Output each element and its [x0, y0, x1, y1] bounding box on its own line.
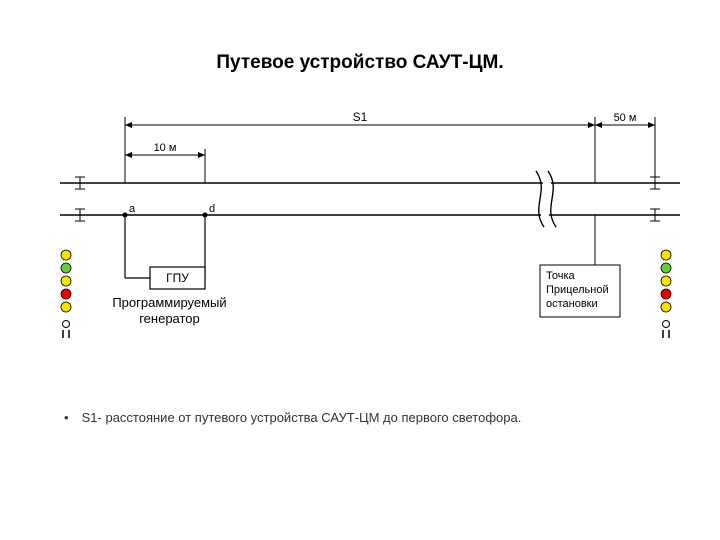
diagram: S1 50 м 10 м a d ГПУ Программируемыйгенератор Т… [60, 105, 680, 385]
bullet-note: • S1- расстояние от путевого устройства … [64, 410, 521, 425]
svg-text:генератор: генератор [139, 311, 200, 326]
svg-text:Прицельной: Прицельной [546, 284, 609, 296]
bullet-icon: • [64, 410, 78, 425]
svg-text:50 м: 50 м [614, 112, 637, 124]
page-title: Путевое устройство САУТ-ЦМ. [0, 52, 720, 74]
svg-text:S1: S1 [353, 110, 368, 124]
bullet-text: S1- расстояние от путевого устройства СА… [82, 410, 522, 425]
svg-text:Точка: Точка [546, 270, 576, 282]
svg-text:остановки: остановки [546, 298, 598, 310]
svg-text:d: d [209, 203, 215, 215]
svg-text:Программируемый: Программируемый [112, 295, 226, 310]
svg-text:a: a [129, 203, 136, 215]
svg-text:10 м: 10 м [154, 142, 177, 154]
svg-text:ГПУ: ГПУ [166, 271, 189, 285]
page-root: Путевое устройство САУТ-ЦМ. S1 50 м 10 м a d… [0, 0, 720, 540]
